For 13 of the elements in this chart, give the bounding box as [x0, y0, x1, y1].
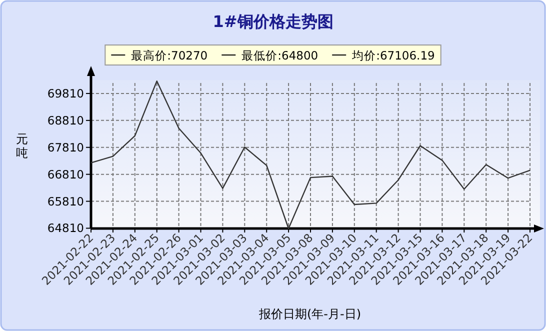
y-tick-label: 67810 — [47, 140, 84, 154]
chart-title: 1#铜价格走势图 — [212, 12, 334, 31]
y-tick-label: 68810 — [47, 113, 84, 128]
text: 最低价:64800 — [242, 48, 318, 62]
y-tick-label: 69810 — [47, 86, 84, 100]
y-axis-title: 元吨 — [16, 132, 28, 160]
y-tick-label: 64810 — [47, 221, 84, 236]
line-series — [90, 80, 531, 230]
text: 最高价:70270 — [131, 48, 208, 62]
y-tick-label: 66810 — [47, 167, 84, 182]
x-axis-title: 报价日期(年-月-日) — [258, 307, 362, 321]
text: 均价:67106.19 — [351, 48, 435, 62]
y-tick-label: 65810 — [47, 194, 84, 208]
